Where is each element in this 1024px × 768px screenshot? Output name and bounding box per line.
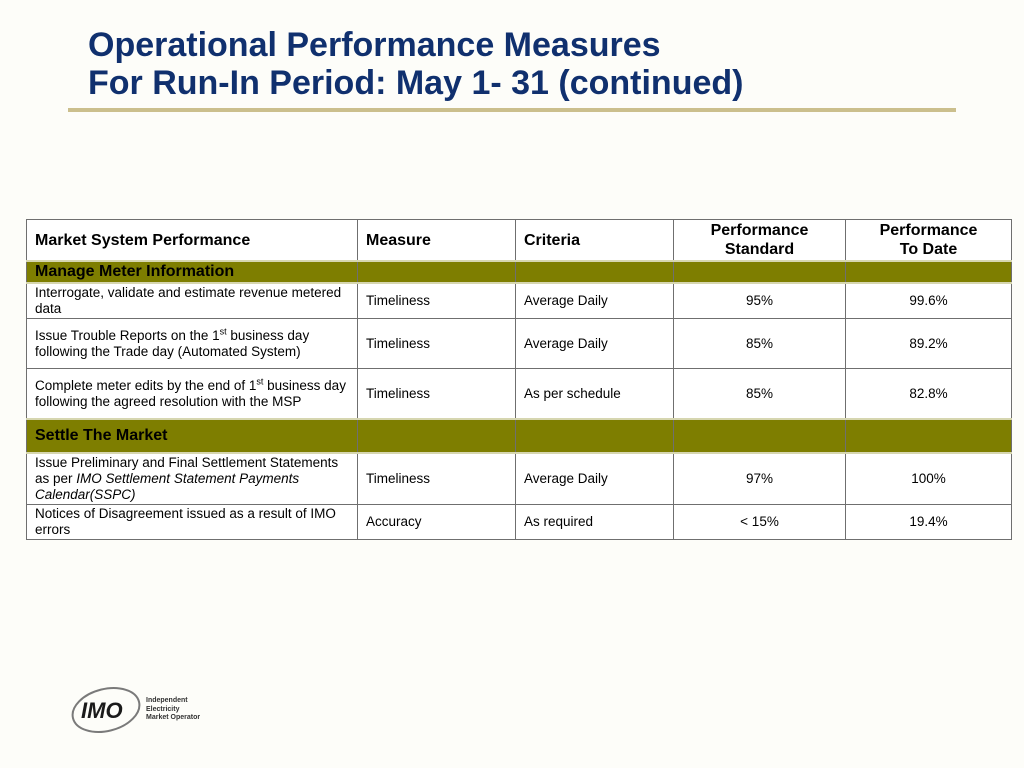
row-description: Interrogate, validate and estimate reven… xyxy=(26,282,358,319)
row-description: Issue Preliminary and Final Settlement S… xyxy=(26,452,358,505)
row-measure: Timeliness xyxy=(357,318,516,369)
logo-caption-line-3: Market Operator xyxy=(146,714,201,721)
performance-table: Market System Performance Measure Criter… xyxy=(26,219,1012,540)
row-to-date: 89.2% xyxy=(845,318,1012,369)
section-row-settle-the-market: Settle The Market xyxy=(26,418,1012,454)
row-description-part-1: Issue Preliminary and Final Settlement S… xyxy=(35,455,339,486)
title-divider xyxy=(68,108,956,112)
slide-title-line-1: Operational Performance Measures xyxy=(88,26,661,64)
ordinal-superscript: st xyxy=(219,326,227,336)
header-measure: Measure xyxy=(357,219,516,262)
row-to-date: 82.8% xyxy=(845,368,1012,420)
row-to-date: 99.6% xyxy=(845,282,1012,319)
row-measure: Timeliness xyxy=(357,452,516,505)
row-standard: 85% xyxy=(673,318,846,369)
table-row: Interrogate, validate and estimate reven… xyxy=(26,282,1012,319)
section-label: Manage Meter Information xyxy=(26,260,358,284)
row-measure: Accuracy xyxy=(357,504,516,540)
header-market-system-performance: Market System Performance xyxy=(26,219,358,262)
row-standard: 97% xyxy=(673,452,846,505)
row-description: Complete meter edits by the end of 1st b… xyxy=(26,368,358,420)
imo-logo: IMO xyxy=(71,687,141,733)
header-performance-to-date: Performance To Date xyxy=(845,219,1012,262)
row-criteria: As per schedule xyxy=(515,368,674,420)
row-measure: Timeliness xyxy=(357,282,516,319)
row-description-part-1: Issue Trouble Reports on the 1 xyxy=(35,327,220,343)
logo-caption: Independent Electricity Market Operator xyxy=(146,697,200,723)
header-performance-to-date-line-1: Performance xyxy=(879,222,978,239)
row-standard: 85% xyxy=(673,368,846,420)
table-row: Notices of Disagreement issued as a resu… xyxy=(26,504,1012,540)
table-row: Complete meter edits by the end of 1st b… xyxy=(26,368,1012,420)
header-performance-to-date-line-2: To Date xyxy=(899,241,958,258)
header-criteria: Criteria xyxy=(515,219,674,262)
section-row-manage-meter-information: Manage Meter Information xyxy=(26,260,1012,284)
row-description-part-2: business day following the agreed resolu… xyxy=(35,377,346,409)
header-performance-standard-line-1: Performance xyxy=(710,222,809,239)
row-standard: < 15% xyxy=(673,504,846,540)
row-criteria: Average Daily xyxy=(515,282,674,319)
header-performance-standard-line-2: Standard xyxy=(724,241,795,258)
row-criteria: As required xyxy=(515,504,674,540)
table-row: Issue Trouble Reports on the 1st busines… xyxy=(26,318,1012,369)
ordinal-superscript: st xyxy=(256,376,264,386)
table-row: Issue Preliminary and Final Settlement S… xyxy=(26,452,1012,505)
row-measure: Timeliness xyxy=(357,368,516,420)
slide-title-line-2: For Run-In Period: May 1- 31 (continued) xyxy=(88,64,744,102)
row-standard: 95% xyxy=(673,282,846,319)
row-description-part-1: Complete meter edits by the end of 1 xyxy=(35,377,257,393)
row-description-italic: IMO Settlement Statement Payments Calend… xyxy=(35,471,300,502)
row-to-date: 100% xyxy=(845,452,1012,505)
logo-swoosh-icon xyxy=(71,687,141,733)
logo-caption-line-2: Electricity xyxy=(146,705,180,713)
slide-title: Operational Performance Measures For Run… xyxy=(88,26,743,102)
section-label: Settle The Market xyxy=(26,418,358,454)
row-description: Issue Trouble Reports on the 1st busines… xyxy=(26,318,358,369)
logo-mark: IMO xyxy=(81,698,123,723)
row-criteria: Average Daily xyxy=(515,452,674,505)
header-performance-standard: Performance Standard xyxy=(673,219,846,262)
row-description: Notices of Disagreement issued as a resu… xyxy=(26,504,358,540)
row-to-date: 19.4% xyxy=(845,504,1012,540)
logo-caption-line-1: Independent xyxy=(146,697,188,704)
row-criteria: Average Daily xyxy=(515,318,674,369)
row-description-part-2: business day following the Trade day (Au… xyxy=(35,327,310,359)
table-header-row: Market System Performance Measure Criter… xyxy=(26,219,1012,262)
